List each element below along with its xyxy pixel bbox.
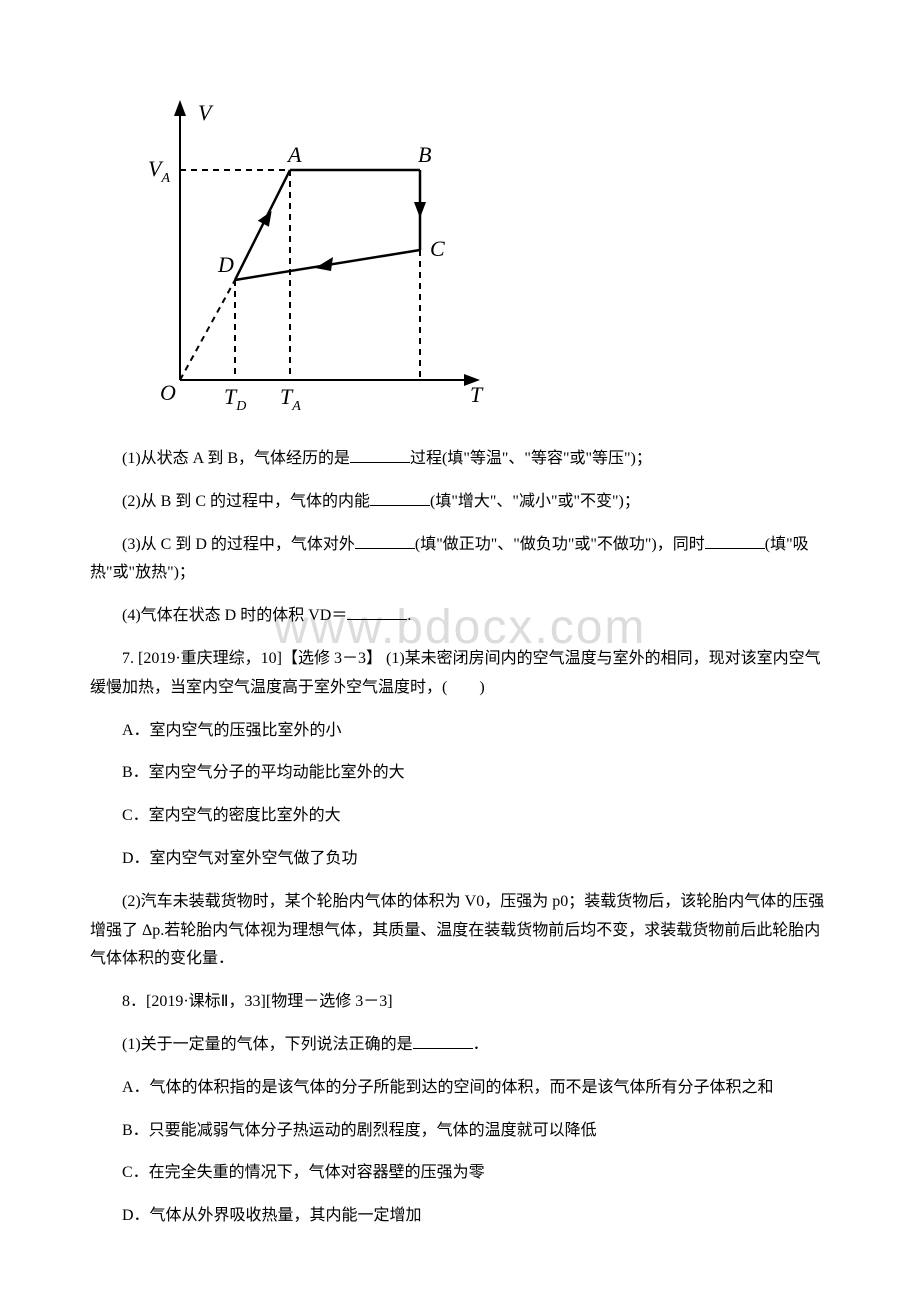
q6-part1: (1)从状态 A 到 B，气体经历的是过程(填"等温"、"等容"或"等压")； [90, 445, 830, 474]
q8-option-a: A．气体的体积指的是该气体的分子所能到达的空间的体积，而不是该气体所有分子体积之… [90, 1074, 830, 1103]
blank-input[interactable] [350, 446, 410, 463]
axis-v-label: V [198, 100, 214, 125]
point-c-label: C [430, 236, 445, 261]
axis-t-label: T [470, 382, 484, 407]
q6-part2: (2)从 B 到 C 的过程中，气体的内能(填"增大"、"减小"或"不变")； [90, 488, 830, 517]
blank-input[interactable] [355, 532, 415, 549]
tick-ta: TA [280, 384, 301, 414]
q8-part1: (1)关于一定量的气体，下列说法正确的是． [90, 1031, 830, 1060]
q7-option-c: C．室内空气的密度比室外的大 [90, 802, 830, 831]
vt-diagram: V T O VA A B C D TD TA [90, 90, 830, 425]
q7-option-d: D．室内空气对室外空气做了负功 [90, 845, 830, 874]
q8-option-b: B．只要能减弱气体分子热运动的剧烈程度，气体的温度就可以降低 [90, 1117, 830, 1146]
point-a-label: A [286, 142, 302, 167]
tick-td: TD [224, 384, 246, 414]
q7-part2: (2)汽车未装载货物时，某个轮胎内气体的体积为 V0，压强为 p0；装载货物后，… [90, 888, 830, 974]
point-b-label: B [418, 142, 431, 167]
tick-va: VA [148, 156, 170, 186]
blank-input[interactable] [347, 603, 407, 620]
blank-input[interactable] [413, 1032, 473, 1049]
q8-stem: 8．[2019·课标Ⅱ，33][物理－选修 3－3] [90, 988, 830, 1017]
q7-option-b: B．室内空气分子的平均动能比室外的大 [90, 759, 830, 788]
point-d-label: D [217, 252, 234, 277]
q6-part4: (4)气体在状态 D 时的体积 VD＝. [90, 602, 830, 631]
blank-input[interactable] [705, 532, 765, 549]
q8-option-c: C．在完全失重的情况下，气体对容器壁的压强为零 [90, 1159, 830, 1188]
origin-label: O [160, 380, 176, 405]
blank-input[interactable] [370, 489, 430, 506]
q6-part3: (3)从 C 到 D 的过程中，气体对外(填"做正功"、"做负功"或"不做功")… [90, 531, 830, 589]
q8-option-d: D．气体从外界吸收热量，其内能一定增加 [90, 1202, 830, 1231]
q7-option-a: A．室内空气的压强比室外的小 [90, 717, 830, 746]
q7-stem: 7. [2019·重庆理综，10]【选修 3－3】 (1)某未密闭房间内的空气温… [90, 645, 830, 703]
